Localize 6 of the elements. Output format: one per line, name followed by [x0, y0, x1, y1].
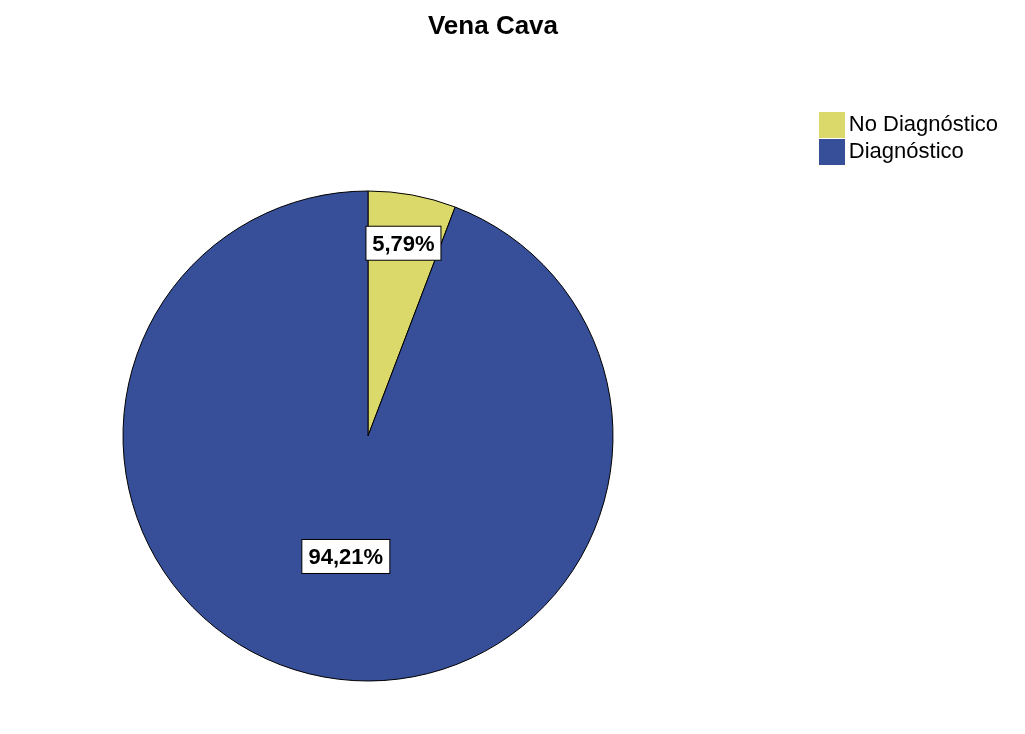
data-label: 5,79% — [372, 230, 435, 256]
data-label: 94,21% — [308, 543, 384, 569]
legend-label: Diagnóstico — [848, 138, 964, 164]
chart-title: Vena Cava — [426, 10, 560, 41]
legend-label: No Diagnóstico — [848, 111, 998, 136]
pie-slice — [122, 190, 614, 682]
